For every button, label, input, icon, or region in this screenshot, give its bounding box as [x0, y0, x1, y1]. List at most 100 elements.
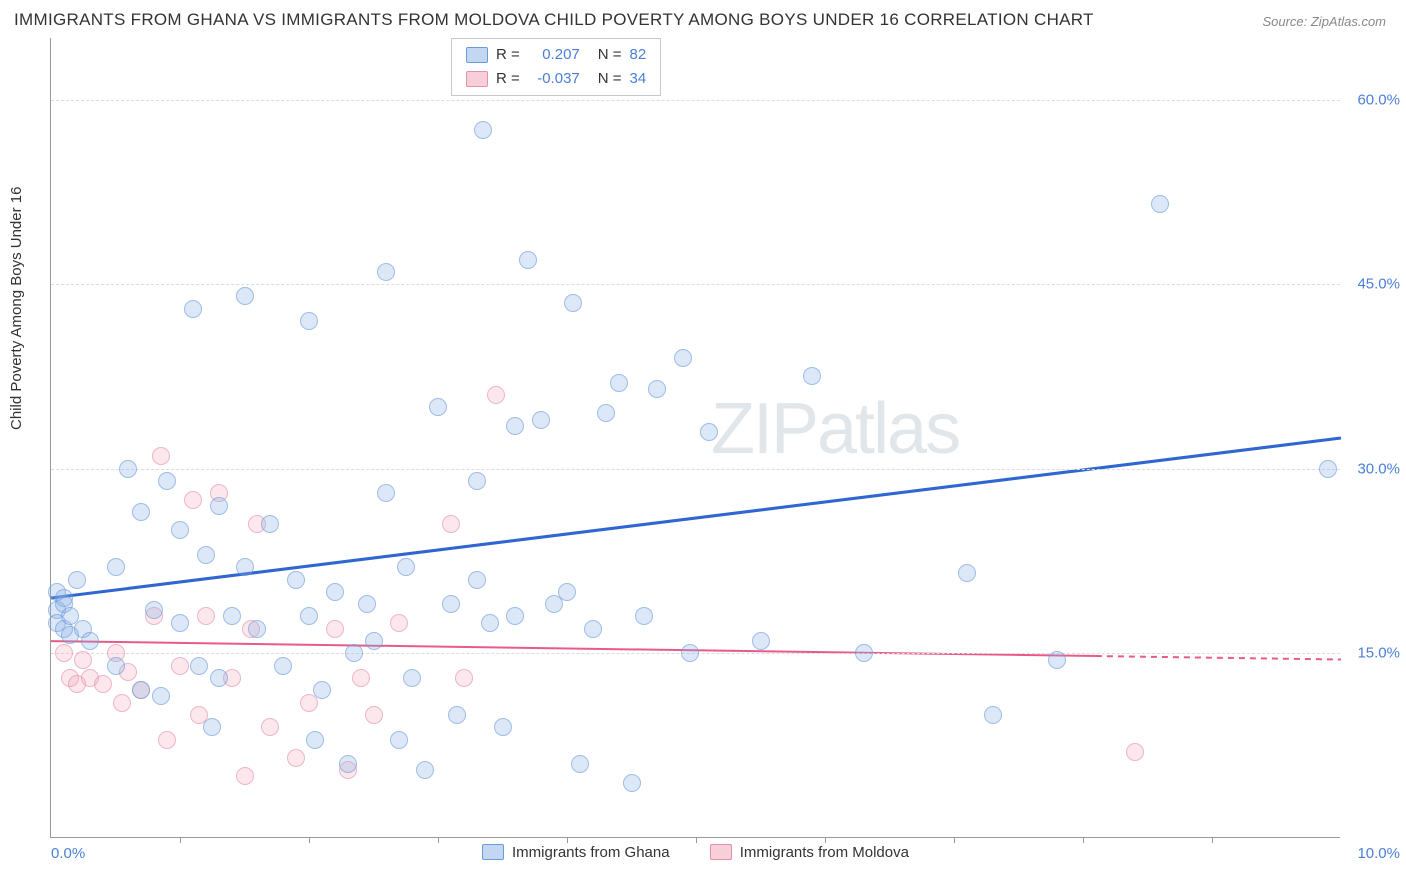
legend-item-2: Immigrants from Moldova [710, 844, 909, 861]
scatter-point [287, 749, 305, 767]
trend-line [1096, 656, 1341, 660]
scatter-point [274, 657, 292, 675]
scatter-point [261, 515, 279, 533]
scatter-point [564, 294, 582, 312]
scatter-point [597, 404, 615, 422]
scatter-point [610, 374, 628, 392]
scatter-point [287, 571, 305, 589]
scatter-point [390, 614, 408, 632]
chart-container: IMMIGRANTS FROM GHANA VS IMMIGRANTS FROM… [0, 0, 1406, 892]
scatter-point [984, 706, 1002, 724]
scatter-point [468, 571, 486, 589]
scatter-point [803, 367, 821, 385]
scatter-point [190, 657, 208, 675]
scatter-point [487, 386, 505, 404]
scatter-point [1319, 460, 1337, 478]
scatter-point [74, 651, 92, 669]
scatter-point [442, 595, 460, 613]
grid-line-h [51, 100, 1340, 101]
x-tick-label-min: 0.0% [51, 845, 85, 862]
scatter-point [584, 620, 602, 638]
scatter-point [184, 300, 202, 318]
scatter-point [145, 601, 163, 619]
scatter-point [300, 607, 318, 625]
chart-title: IMMIGRANTS FROM GHANA VS IMMIGRANTS FROM… [14, 10, 1094, 30]
scatter-point [171, 657, 189, 675]
scatter-point [648, 380, 666, 398]
x-tick [696, 837, 697, 843]
scatter-point [132, 503, 150, 521]
scatter-point [958, 564, 976, 582]
scatter-point [248, 620, 266, 638]
scatter-point [132, 681, 150, 699]
swatch-s1-bottom-icon [482, 844, 504, 860]
scatter-point [1048, 651, 1066, 669]
y-tick-label: 45.0% [1357, 276, 1400, 293]
scatter-point [365, 706, 383, 724]
scatter-point [377, 263, 395, 281]
swatch-s2-bottom-icon [710, 844, 732, 860]
scatter-point [506, 607, 524, 625]
scatter-point [345, 644, 363, 662]
scatter-point [107, 657, 125, 675]
series2-name: Immigrants from Moldova [740, 844, 909, 861]
scatter-point [455, 669, 473, 687]
scatter-point [68, 571, 86, 589]
scatter-point [358, 595, 376, 613]
scatter-point [197, 607, 215, 625]
scatter-point [326, 583, 344, 601]
x-tick [1083, 837, 1084, 843]
scatter-point [494, 718, 512, 736]
scatter-point [377, 484, 395, 502]
scatter-point [152, 687, 170, 705]
scatter-point [119, 460, 137, 478]
series-legend: Immigrants from Ghana Immigrants from Mo… [51, 844, 1340, 865]
y-tick-label: 30.0% [1357, 460, 1400, 477]
scatter-point [558, 583, 576, 601]
y-tick-label: 60.0% [1357, 91, 1400, 108]
scatter-point [468, 472, 486, 490]
x-tick [438, 837, 439, 843]
y-axis-label: Child Poverty Among Boys Under 16 [8, 187, 25, 430]
grid-line-h [51, 469, 1340, 470]
scatter-point [158, 731, 176, 749]
scatter-point [94, 675, 112, 693]
scatter-point [171, 614, 189, 632]
scatter-point [210, 669, 228, 687]
source-attribution: Source: ZipAtlas.com [1262, 14, 1386, 29]
scatter-point [481, 614, 499, 632]
legend-item-1: Immigrants from Ghana [482, 844, 670, 861]
scatter-point [107, 558, 125, 576]
scatter-point [152, 447, 170, 465]
scatter-point [681, 644, 699, 662]
scatter-point [416, 761, 434, 779]
scatter-point [261, 718, 279, 736]
x-tick [1212, 837, 1213, 843]
series1-name: Immigrants from Ghana [512, 844, 670, 861]
x-tick [309, 837, 310, 843]
scatter-point [448, 706, 466, 724]
scatter-point [397, 558, 415, 576]
scatter-point [300, 312, 318, 330]
scatter-point [113, 694, 131, 712]
scatter-point [519, 251, 537, 269]
scatter-point [184, 491, 202, 509]
scatter-point [700, 423, 718, 441]
scatter-point [442, 515, 460, 533]
scatter-point [236, 287, 254, 305]
scatter-point [55, 644, 73, 662]
scatter-point [313, 681, 331, 699]
x-tick [180, 837, 181, 843]
trend-lines-svg [51, 38, 1341, 838]
scatter-point [674, 349, 692, 367]
scatter-point [365, 632, 383, 650]
scatter-point [197, 546, 215, 564]
scatter-point [1126, 743, 1144, 761]
scatter-point [429, 398, 447, 416]
scatter-point [474, 121, 492, 139]
grid-line-h [51, 284, 1340, 285]
scatter-point [506, 417, 524, 435]
x-tick [954, 837, 955, 843]
scatter-point [210, 497, 228, 515]
scatter-point [236, 558, 254, 576]
